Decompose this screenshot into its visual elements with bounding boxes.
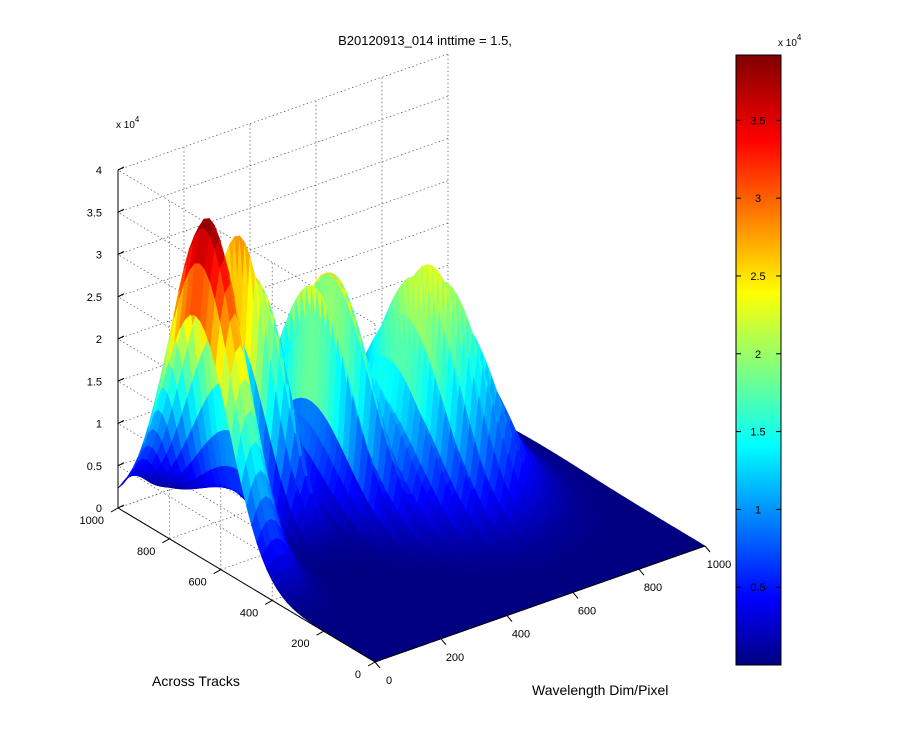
- y-tick-label: 1000: [80, 515, 104, 527]
- z-tick-label: 0: [96, 503, 102, 515]
- colorbar-ticks: 0.5 1 1.5 2 2.5 3 3.5: [736, 115, 781, 594]
- y-tick-label: 400: [240, 607, 258, 619]
- z-tick-label: 3: [96, 250, 102, 262]
- z-axis-exponent: x 104: [116, 115, 140, 131]
- x-tick-label: 800: [644, 582, 662, 594]
- colorbar-tick-label: 0.5: [750, 582, 765, 594]
- x-axis-label: Wavelength Dim/Pixel: [532, 682, 668, 698]
- z-tick-label: 1: [96, 419, 102, 431]
- y-tick-label: 200: [291, 638, 309, 650]
- plot-axes: 0 0.5 1 1.5 2 2.5 3 3.5 4 0 200 400 600 800 1000 0 200…: [80, 53, 731, 687]
- z-tick-label: 1.5: [87, 376, 102, 388]
- colorbar-tick-label: 1: [755, 504, 761, 516]
- y-tick-label: 0: [355, 669, 361, 681]
- z-tick-labels: 0 0.5 1 1.5 2 2.5 3 3.5 4: [87, 165, 125, 515]
- z-tick-label: 2: [96, 334, 102, 346]
- y-tick-label: 600: [188, 577, 206, 589]
- x-tick-label: 400: [512, 629, 530, 641]
- y-tick-label: 800: [137, 546, 155, 558]
- z-tick-label: 4: [96, 165, 102, 177]
- colorbar-exponent: x 104: [778, 33, 802, 49]
- y-tick-labels: 0 200 400 600 800 1000: [80, 507, 376, 681]
- z-tick-label: 0.5: [87, 461, 102, 473]
- x-tick-label: 200: [446, 652, 464, 664]
- colorbar-tick-label: 2: [755, 349, 761, 361]
- chart-title: B20120913_014 inttime = 1.5,: [338, 33, 512, 48]
- colorbar-tick-label: 3: [755, 193, 761, 205]
- colorbar: 0.5 1 1.5 2 2.5 3 3.5 x 104: [735, 33, 802, 666]
- x-tick-labels: 0 200 400 600 800 1000: [374, 545, 731, 687]
- colorbar-tick-label: 1.5: [750, 427, 765, 439]
- colorbar-gradient: [735, 54, 782, 666]
- x-tick-label: 0: [386, 675, 392, 687]
- colorbar-tick-label: 2.5: [750, 271, 765, 283]
- x-tick-label: 600: [578, 605, 596, 617]
- y-axis-label: Across Tracks: [152, 673, 240, 689]
- z-tick-label: 2.5: [87, 292, 102, 304]
- colorbar-tick-label: 3.5: [750, 115, 765, 127]
- surface-plot: [117, 217, 706, 663]
- z-tick-label: 3.5: [87, 207, 102, 219]
- x-tick-label: 1000: [707, 559, 731, 571]
